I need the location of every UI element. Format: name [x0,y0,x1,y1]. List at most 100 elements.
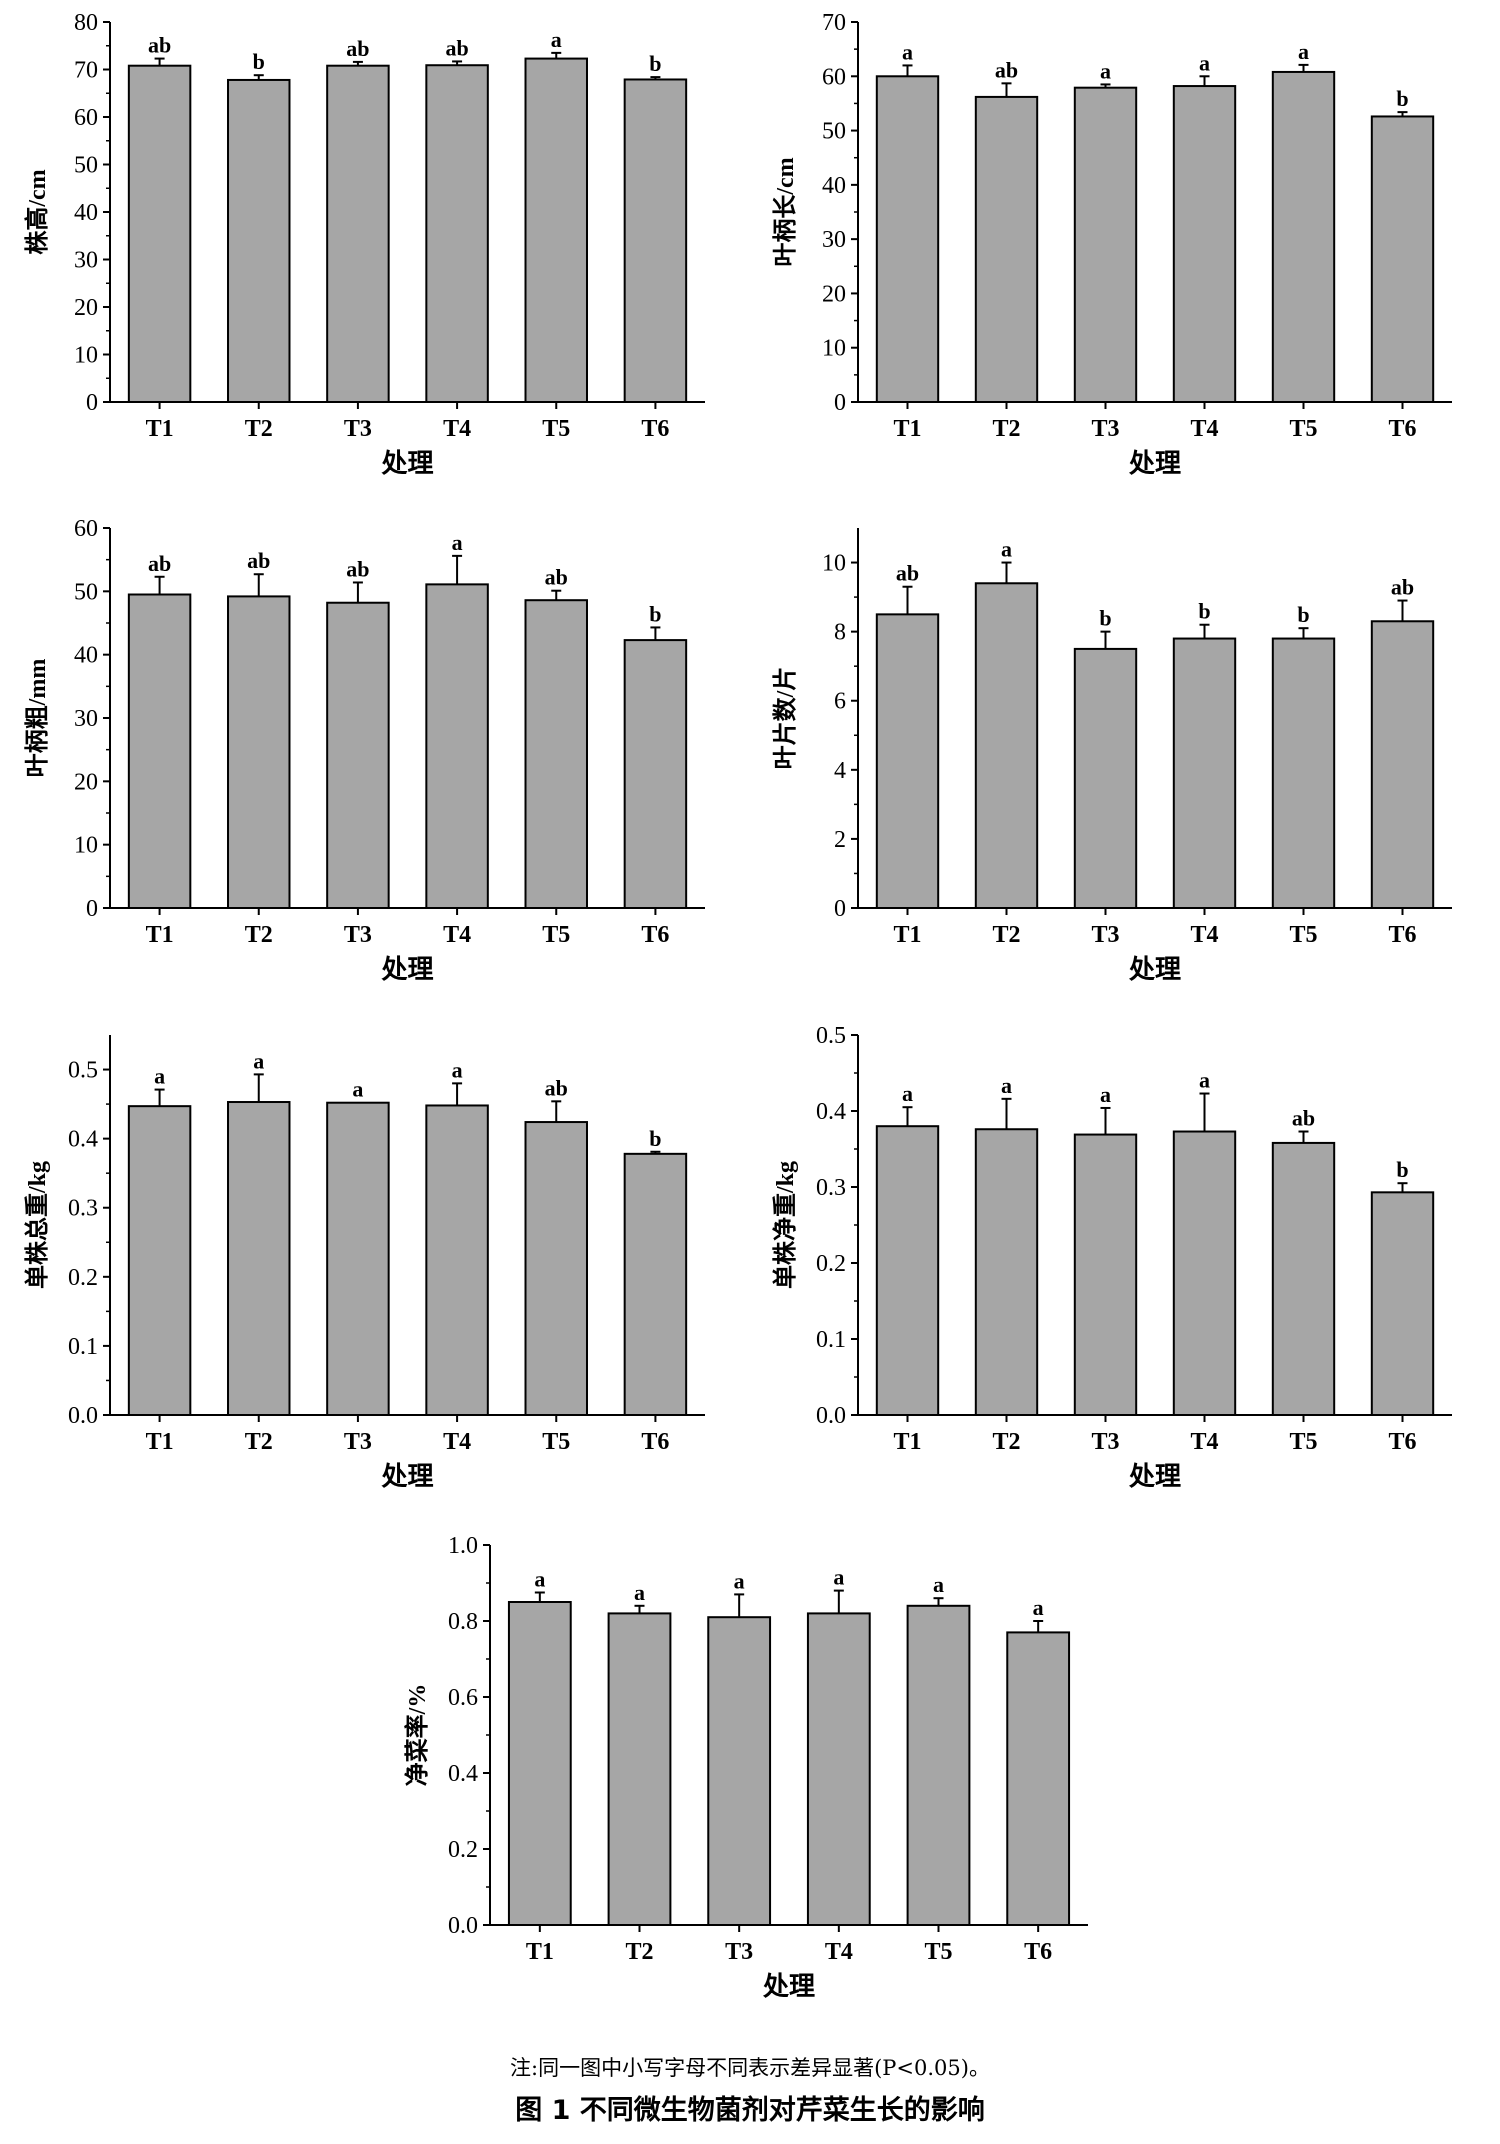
x-axis-title: 处理 [762,1972,815,2001]
significance-letter: b [1396,1157,1408,1182]
y-tick-label: 50 [822,119,846,145]
y-axis-title: 单株总重/kg [23,1161,51,1289]
bar [806,1612,871,1927]
x-tick-label: T1 [146,922,174,948]
x-tick-label: T6 [641,416,669,442]
y-tick-label: 10 [74,833,98,859]
x-tick-label: T1 [893,922,921,948]
y-tick-label: 60 [822,64,846,90]
bar [875,613,940,909]
bar [1370,115,1435,403]
x-tick-label: T4 [1190,922,1218,948]
significance-letter: a [902,1081,913,1106]
bar [1073,1133,1138,1417]
x-tick-label: T4 [443,416,471,442]
figure-title: 图 1 不同微生物菌剂对芹菜生长的影响 [515,2095,985,2126]
figure-note: 注:同一图中小写字母不同表示差异显著(P<0.05)。 [510,2056,990,2080]
bar [127,593,192,909]
y-tick-label: 40 [822,173,846,199]
bar [607,1612,672,1927]
y-tick-label: 8 [834,620,846,646]
chart-panel-6: 0.0 0.1 0.2 0.3 0.4 0.5 a T1 a T2 a T3 a T4 ab T5 b T6 处理 单… [771,1023,1452,1491]
x-tick-label: T5 [1289,416,1317,442]
bar [974,95,1039,404]
significance-letter: b [1396,86,1408,111]
y-tick-label: 0.6 [448,1685,478,1711]
significance-letter: ab [148,33,171,58]
y-tick-label: 0.8 [448,1609,478,1635]
x-tick-label: T4 [1190,416,1218,442]
bar [623,78,688,403]
bar [227,1101,291,1416]
x-tick-label: T3 [344,1429,372,1455]
bar [707,1616,772,1926]
x-tick-label: T2 [245,922,273,948]
significance-letter: ab [1292,1106,1315,1131]
y-tick-label: 0.1 [68,1334,98,1360]
y-tick-label: 0.0 [816,1403,846,1429]
bar [1172,85,1237,404]
bar [906,1604,971,1927]
bar [326,64,390,403]
significance-letter: a [634,1580,645,1605]
y-axis-title: 叶柄粗/mm [23,659,51,778]
y-tick-label: 2 [834,827,846,853]
significance-letter: ab [545,1075,568,1100]
x-tick-label: T1 [893,1429,921,1455]
bar [507,1601,572,1926]
significance-letter: b [649,601,661,626]
x-tick-label: T5 [542,922,570,948]
y-tick-label: 0 [834,390,846,416]
x-tick-label: T1 [146,1429,174,1455]
x-tick-label: T3 [1091,1429,1119,1455]
bar [425,1104,489,1417]
chart-panel-2: 0 10 20 30 40 50 60 70 a T1 ab T2 a T3 a T4 a T5 b T6 处理 叶柄长/… [772,10,1452,478]
y-tick-label: 10 [822,551,846,577]
significance-letter: a [1199,50,1210,75]
y-tick-label: 10 [822,336,846,362]
y-tick-label: 30 [74,248,98,274]
significance-letter: a [154,1064,165,1089]
y-tick-label: 20 [74,295,98,321]
x-tick-label: T6 [1388,416,1416,442]
x-tick-label: T4 [443,1429,471,1455]
y-tick-label: 0.2 [816,1251,846,1277]
y-tick-label: 40 [74,200,98,226]
significance-letter: a [1100,1082,1111,1107]
bar [875,1125,940,1416]
significance-letter: a [1033,1595,1044,1620]
significance-letter: ab [896,561,919,586]
x-axis-title: 处理 [380,1462,433,1491]
bar [326,1101,390,1417]
x-tick-label: T4 [825,1939,853,1965]
x-tick-label: T3 [1091,416,1119,442]
bar [524,1121,588,1417]
y-axis-title: 单株净重/kg [771,1161,799,1289]
bar [524,57,588,403]
y-tick-label: 0.2 [68,1265,98,1291]
significance-letter: b [649,51,661,76]
significance-letter: a [933,1572,944,1597]
y-tick-label: 0.3 [816,1175,846,1201]
bar [623,1152,688,1416]
significance-letter: a [551,27,562,52]
chart-panel-4: 0 2 4 6 8 10 ab T1 a T2 b T3 b T4 b T5 ab T6 处理 叶片数/片 [772,528,1452,984]
y-tick-label: 0.4 [68,1127,98,1153]
y-tick-label: 0 [834,896,846,922]
bar [1370,620,1435,909]
x-tick-label: T2 [245,416,273,442]
y-tick-label: 6 [834,689,846,715]
bar [1073,86,1138,404]
significance-letter: a [452,530,463,555]
y-tick-label: 60 [74,516,98,542]
significance-letter: b [253,49,265,74]
y-tick-label: 70 [822,10,846,36]
significance-letter: a [734,1568,745,1593]
bar [326,601,390,909]
bar [875,75,940,404]
bar [1172,1130,1237,1417]
x-tick-label: T5 [542,416,570,442]
significance-letter: ab [247,548,270,573]
significance-letter: ab [445,35,468,60]
significance-letter: a [452,1057,463,1082]
